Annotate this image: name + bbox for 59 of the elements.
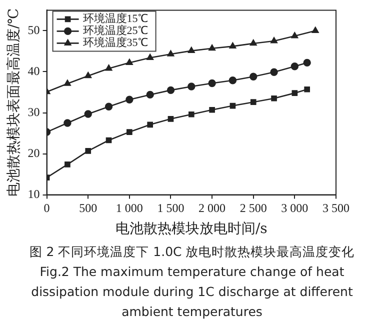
point (188, 46, 195, 54)
x-tick-label: 1 500 (157, 201, 184, 216)
point (84, 72, 92, 78)
y-tick-label: 10 (28, 186, 40, 201)
point (146, 54, 154, 60)
x-tick-label: 2 000 (198, 201, 226, 216)
point (106, 137, 112, 144)
point (250, 72, 258, 81)
point (147, 122, 153, 128)
x-tick-label: 2 500 (240, 201, 267, 216)
point (228, 76, 237, 84)
y-tick-label: 50 (28, 22, 40, 37)
x-tick-label: 500 (79, 201, 98, 216)
x-tick-label: 3 000 (281, 201, 308, 216)
point (208, 79, 216, 88)
point (104, 102, 113, 110)
point (271, 95, 277, 102)
x-tick-label: 0 (44, 201, 50, 216)
legend-label: 环境温度25℃ (82, 24, 148, 38)
point (304, 86, 310, 92)
x-tick-label: 1 000 (116, 201, 143, 216)
y-tick-label: 30 (28, 104, 40, 119)
point (209, 106, 215, 113)
point (188, 82, 196, 90)
point (303, 58, 311, 67)
point (126, 96, 134, 104)
legend-label: 环境温度15℃ (82, 12, 148, 26)
point (168, 116, 174, 122)
y-tick-label: 20 (28, 146, 40, 160)
point (85, 148, 92, 154)
point (188, 111, 194, 118)
caption: 图 2 不同环境温度下 1.0C 放电时散热模块最高温度变化 (28, 243, 356, 261)
point (292, 90, 298, 96)
point (167, 50, 174, 56)
point (291, 32, 298, 38)
point (105, 64, 112, 71)
point (146, 90, 154, 99)
point (250, 40, 257, 46)
x-tick-label: 3 500 (322, 201, 350, 216)
point (270, 37, 278, 44)
point (64, 162, 70, 168)
point (229, 42, 236, 49)
x-axis-title: 电池散热模块放电时间/s (115, 221, 268, 238)
point (312, 26, 319, 33)
y-tick-label: 40 (28, 64, 40, 78)
point (64, 80, 71, 86)
point (270, 68, 278, 76)
point (250, 99, 256, 106)
point (84, 110, 92, 118)
point (290, 62, 299, 70)
legend-label: 环境温度35℃ (82, 36, 148, 50)
point (64, 119, 72, 127)
caption: Fig.2 The maximum temperature change of heat dissipation module during 1C discharge at different ambient temperatures (30, 263, 354, 321)
point (126, 58, 133, 65)
point (230, 102, 236, 109)
point (208, 44, 216, 51)
point (166, 86, 175, 94)
point (126, 129, 132, 135)
y-axis-title: 电池散热模块表面最高温度/℃ (6, 8, 22, 197)
